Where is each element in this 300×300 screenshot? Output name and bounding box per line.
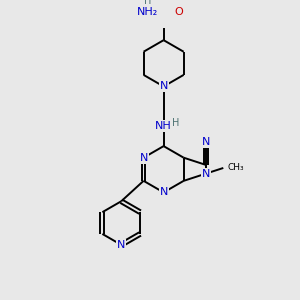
Text: N: N [140, 153, 148, 163]
Text: NH: NH [155, 121, 172, 131]
Text: N: N [159, 82, 168, 92]
Text: N: N [117, 240, 125, 250]
Text: CH₃: CH₃ [227, 164, 244, 172]
Text: H: H [172, 118, 180, 128]
Text: N: N [202, 169, 210, 179]
Text: N: N [202, 137, 210, 147]
Text: O: O [174, 7, 183, 17]
Text: NH₂: NH₂ [137, 7, 158, 17]
Text: N: N [159, 188, 168, 197]
Text: H: H [144, 0, 151, 6]
